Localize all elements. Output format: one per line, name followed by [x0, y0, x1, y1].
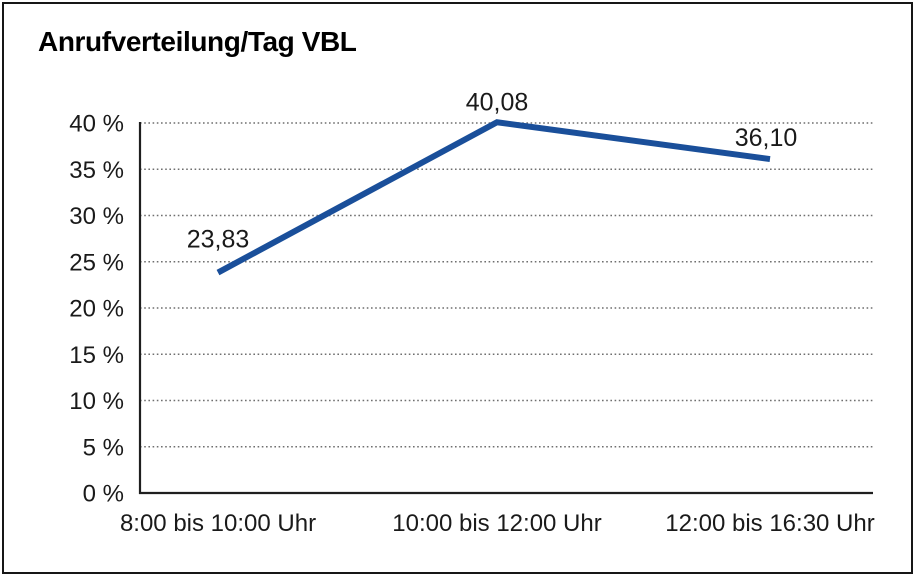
y-tick-label: 15 %: [69, 342, 124, 369]
data-label: 23,83: [187, 226, 250, 254]
x-category-label: 12:00 bis 16:30 Uhr: [665, 510, 874, 537]
y-tick-label: 40 %: [69, 111, 124, 138]
y-tick-label: 10 %: [69, 388, 124, 415]
x-category-label: 8:00 bis 10:00 Uhr: [120, 510, 316, 537]
y-tick-label: 25 %: [69, 249, 124, 276]
data-label: 40,08: [466, 88, 529, 116]
y-tick-label: 0 %: [83, 481, 124, 508]
x-category-label: 10:00 bis 12:00 Uhr: [392, 510, 601, 537]
y-tick-label: 30 %: [69, 203, 124, 230]
series-line: [216, 119, 771, 276]
y-tick-label: 5 %: [83, 434, 124, 461]
chart-title: Anrufverteilung/Tag VBL: [38, 26, 357, 57]
data-label: 36,10: [735, 124, 798, 152]
y-tick-label: 35 %: [69, 157, 124, 184]
y-tick-label: 20 %: [69, 296, 124, 323]
